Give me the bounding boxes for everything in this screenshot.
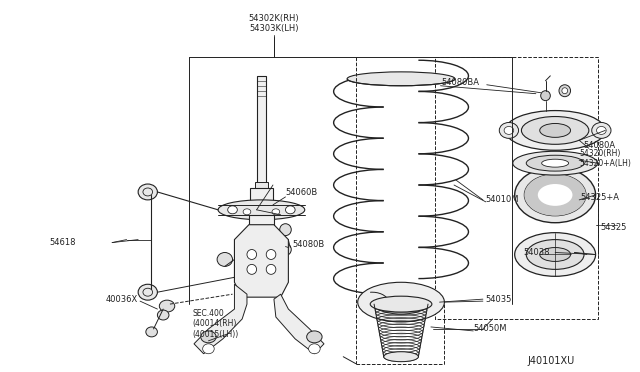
- Polygon shape: [234, 225, 289, 297]
- Ellipse shape: [358, 282, 444, 322]
- Ellipse shape: [592, 122, 611, 138]
- Ellipse shape: [505, 110, 605, 150]
- Ellipse shape: [538, 184, 572, 206]
- Text: 54050M: 54050M: [473, 324, 507, 333]
- Text: 54060B: 54060B: [285, 189, 317, 198]
- Ellipse shape: [541, 159, 568, 167]
- Ellipse shape: [146, 327, 157, 337]
- Ellipse shape: [384, 352, 419, 362]
- Ellipse shape: [515, 167, 596, 223]
- Ellipse shape: [157, 310, 169, 320]
- Bar: [257, 76, 266, 185]
- Ellipse shape: [272, 209, 280, 215]
- Ellipse shape: [504, 126, 514, 134]
- Ellipse shape: [228, 206, 237, 214]
- Ellipse shape: [540, 124, 570, 137]
- Ellipse shape: [218, 200, 305, 220]
- Ellipse shape: [540, 247, 570, 262]
- Text: 54080A: 54080A: [583, 141, 615, 150]
- Ellipse shape: [266, 250, 276, 259]
- Ellipse shape: [522, 116, 589, 144]
- Ellipse shape: [247, 264, 257, 274]
- Text: 54325: 54325: [600, 223, 627, 232]
- Ellipse shape: [138, 284, 157, 300]
- Ellipse shape: [524, 174, 586, 216]
- Ellipse shape: [308, 344, 320, 354]
- Ellipse shape: [559, 85, 570, 97]
- Bar: [255, 182, 268, 190]
- Ellipse shape: [524, 174, 586, 216]
- Text: 54325+A: 54325+A: [580, 193, 619, 202]
- Text: SEC.400
(40014(RH)
(40015(LH)): SEC.400 (40014(RH) (40015(LH)): [192, 309, 238, 339]
- Text: 54080B: 54080B: [292, 240, 324, 249]
- Ellipse shape: [285, 206, 295, 214]
- Text: 54618: 54618: [49, 238, 76, 247]
- Bar: [250, 188, 273, 267]
- Ellipse shape: [538, 184, 572, 206]
- Ellipse shape: [541, 91, 550, 101]
- Polygon shape: [274, 294, 324, 354]
- Ellipse shape: [370, 296, 432, 312]
- Polygon shape: [194, 284, 247, 354]
- Bar: [249, 215, 274, 284]
- Bar: [435, 57, 598, 319]
- Ellipse shape: [280, 244, 291, 256]
- Ellipse shape: [526, 240, 584, 269]
- Ellipse shape: [201, 331, 216, 343]
- Text: J40101XU: J40101XU: [527, 356, 574, 366]
- Ellipse shape: [596, 126, 606, 134]
- Ellipse shape: [138, 184, 157, 200]
- Ellipse shape: [499, 122, 518, 138]
- Text: 54010M: 54010M: [486, 195, 519, 204]
- Text: 54320(RH)
54320+A(LH): 54320(RH) 54320+A(LH): [579, 148, 631, 168]
- Ellipse shape: [307, 331, 322, 343]
- Ellipse shape: [347, 72, 455, 86]
- Ellipse shape: [266, 264, 276, 274]
- Ellipse shape: [159, 300, 175, 312]
- Ellipse shape: [513, 151, 598, 175]
- Ellipse shape: [515, 232, 596, 276]
- Ellipse shape: [280, 224, 291, 235]
- Text: 54080BA: 54080BA: [442, 78, 479, 87]
- Text: 40036X: 40036X: [106, 295, 138, 304]
- Ellipse shape: [526, 155, 584, 171]
- Text: 54035: 54035: [486, 295, 512, 304]
- Ellipse shape: [203, 344, 214, 354]
- Ellipse shape: [243, 209, 251, 215]
- Text: 54038: 54038: [524, 248, 550, 257]
- Text: 54302K(RH)
54303K(LH): 54302K(RH) 54303K(LH): [248, 13, 300, 33]
- Ellipse shape: [217, 253, 232, 266]
- Ellipse shape: [562, 88, 568, 94]
- Ellipse shape: [247, 250, 257, 259]
